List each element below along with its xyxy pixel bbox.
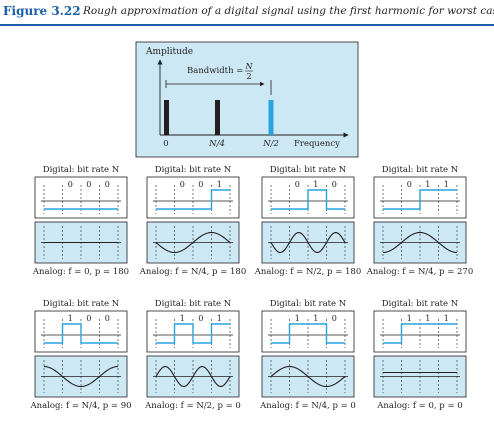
- header-rule: [0, 24, 494, 26]
- analog-waveform: [43, 365, 119, 388]
- tick-label-n2: N/2: [262, 139, 279, 149]
- case-digital-label: Digital: bit rate N: [382, 165, 459, 175]
- tick-label-n4: N/4: [208, 139, 225, 149]
- frequency-label: Frequency: [294, 139, 340, 149]
- bit-value-label: 1: [313, 314, 318, 323]
- case-analog-label: Analog: f = N/4, p = 90: [29, 401, 131, 411]
- analog-waveform: [155, 366, 231, 387]
- analog-waveform: [155, 231, 231, 254]
- case-digital-label: Digital: bit rate N: [43, 299, 120, 309]
- case-4: Digital: bit rate N 0 1 1 Analog: f = N/4, p…: [366, 165, 474, 277]
- digital-waveform: [156, 323, 230, 344]
- analog-waveform: [270, 365, 346, 388]
- case-7: Digital: bit rate N 1 1 0 Analog: f = N/4, p…: [259, 299, 356, 411]
- bit-value-label: 0: [198, 180, 203, 189]
- figure-caption: Rough approximation of a digital signal …: [83, 5, 494, 17]
- figure-header: Figure 3.22 Rough approximation of a dig…: [0, 0, 494, 26]
- bit-value-label: 1: [313, 180, 318, 189]
- digital-waveform: [271, 323, 345, 344]
- case-digital-label: Digital: bit rate N: [382, 299, 459, 309]
- case-digital-label: Digital: bit rate N: [43, 165, 120, 175]
- case-analog-label: Analog: f = N/4, p = 0: [259, 401, 356, 411]
- cases-grid: Digital: bit rate N 0 0 0 Analog: f = 0, p =…: [29, 165, 473, 411]
- bit-value-label: 1: [425, 314, 430, 323]
- digital-waveform: [383, 323, 457, 344]
- bit-value-label: 0: [86, 314, 91, 323]
- bit-value-label: 1: [180, 314, 185, 323]
- spectrum-bar-0: [164, 100, 169, 135]
- spectrum-bar-n2: [268, 100, 274, 135]
- bit-value-label: 0: [86, 180, 91, 189]
- case-digital-label: Digital: bit rate N: [270, 299, 347, 309]
- case-analog-label: Analog: f = N/2, p = 0: [144, 401, 241, 411]
- case-analog-label: Analog: f = 0, p = 0: [376, 401, 462, 411]
- bit-value-label: 0: [332, 314, 337, 323]
- bit-value-label: 0: [295, 180, 300, 189]
- digital-waveform: [271, 189, 345, 210]
- bit-value-label: 0: [105, 314, 110, 323]
- case-digital-label: Digital: bit rate N: [155, 299, 232, 309]
- digital-waveform: [383, 189, 457, 210]
- case-digital-label: Digital: bit rate N: [270, 165, 347, 175]
- bit-value-label: 1: [407, 314, 412, 323]
- bit-value-label: 0: [332, 180, 337, 189]
- digital-waveform: [44, 323, 118, 344]
- figure-number: Figure 3.22: [3, 4, 81, 18]
- tick-label-0: 0: [163, 139, 168, 149]
- analog-waveform: [270, 232, 346, 253]
- bit-value-label: 1: [425, 180, 430, 189]
- bit-value-label: 1: [68, 314, 73, 323]
- analog-waveform: [382, 231, 458, 254]
- bit-value-label: 0: [407, 180, 412, 189]
- case-8: Digital: bit rate N 1 1 1 Analog: f = 0, p =…: [373, 299, 467, 411]
- bit-value-label: 0: [180, 180, 185, 189]
- bandwidth-denominator: 2: [246, 72, 251, 81]
- bit-value-label: 1: [217, 180, 222, 189]
- case-analog-label: Analog: f = N/4, p = 180: [139, 267, 247, 277]
- case-1: Digital: bit rate N 0 0 0 Analog: f = 0, p =…: [32, 165, 129, 277]
- bit-value-label: 1: [217, 314, 222, 323]
- bit-value-label: 0: [198, 314, 203, 323]
- bit-value-label: 1: [295, 314, 300, 323]
- case-3: Digital: bit rate N 0 1 0 Analog: f = N/2, p…: [254, 165, 362, 277]
- spectrum-background: [135, 41, 359, 158]
- case-6: Digital: bit rate N 1 0 1 Analog: f = N/2, p…: [144, 299, 241, 411]
- bandwidth-numerator: N: [245, 62, 254, 71]
- bit-value-label: 1: [444, 314, 449, 323]
- bandwidth-label: Bandwidth =: [187, 66, 243, 76]
- digital-waveform: [156, 189, 230, 210]
- bit-value-label: 0: [68, 180, 73, 189]
- case-analog-label: Analog: f = N/4, p = 270: [366, 267, 474, 277]
- case-analog-label: Analog: f = N/2, p = 180: [254, 267, 362, 277]
- amplitude-label: Amplitude: [145, 47, 193, 57]
- case-5: Digital: bit rate N 1 0 0 Analog: f = N/4, p…: [29, 299, 131, 411]
- spectrum-bar-n4: [215, 100, 220, 135]
- case-analog-label: Analog: f = 0, p = 180: [32, 267, 129, 277]
- spectrum-panel: Amplitude Frequency Bandwidth = N 2 0 N/…: [135, 41, 359, 158]
- bit-value-label: 1: [444, 180, 449, 189]
- case-digital-label: Digital: bit rate N: [155, 165, 232, 175]
- case-2: Digital: bit rate N 0 0 1 Analog: f = N/4, p…: [139, 165, 247, 277]
- bit-value-label: 0: [105, 180, 110, 189]
